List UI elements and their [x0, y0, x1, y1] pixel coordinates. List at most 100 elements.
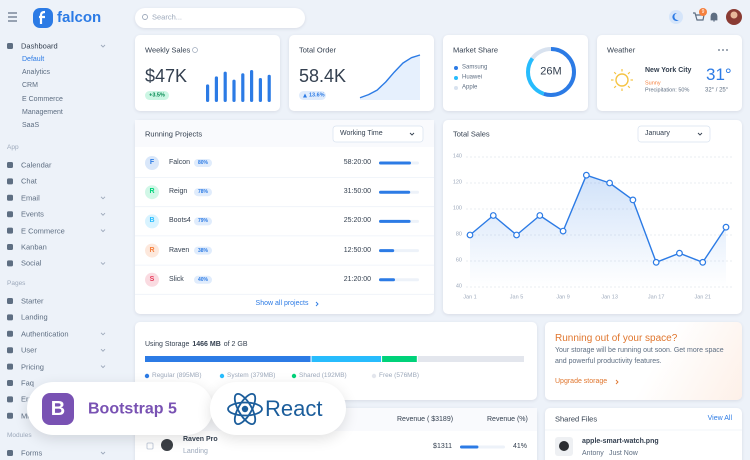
- file-name: apple-smart-watch.png: [582, 437, 659, 445]
- storage-text: Using Storage: [145, 340, 190, 348]
- progress-bar: [379, 190, 411, 194]
- change-badge: [299, 91, 326, 100]
- storage-summary: Using Storage 1466 MB of 2 GB: [145, 341, 248, 349]
- x-tick-label: Jan 13: [601, 294, 618, 301]
- nav-item: User: [21, 345, 37, 355]
- nav-icon: [7, 412, 13, 419]
- user-avatar-face: [730, 11, 738, 19]
- nav-icon: [7, 244, 13, 250]
- bar: [241, 73, 245, 102]
- file-owner: Antony: [582, 449, 604, 457]
- row-checkbox: [146, 442, 154, 450]
- project-initial: R: [149, 187, 155, 195]
- nav-icon: [7, 330, 13, 337]
- show-all-link: Show all projects: [255, 299, 309, 307]
- nav-icon: [7, 260, 13, 267]
- filter-select: [332, 125, 424, 143]
- more-icon: [722, 49, 724, 51]
- nav-icon: [7, 314, 13, 321]
- file-time: Just Now: [609, 449, 638, 457]
- bar: [232, 79, 236, 102]
- line-area: [470, 175, 726, 287]
- progress-bar: [379, 249, 395, 253]
- product-revenue: $1311: [433, 442, 452, 450]
- nav-icon: [7, 227, 13, 234]
- progress-badge: [194, 188, 212, 197]
- legend-dot: [371, 373, 377, 379]
- react-nucleus: [241, 405, 249, 413]
- more-icon: [726, 49, 728, 51]
- search-icon: [142, 14, 148, 20]
- search-box[interactable]: [135, 8, 305, 28]
- storage-segment: [382, 356, 417, 362]
- bootstrap-logo: B: [42, 393, 74, 425]
- column-header: Revenue (%): [487, 415, 528, 423]
- line-point: [722, 223, 730, 231]
- legend-label: Apple: [462, 84, 478, 91]
- upgrade-link: Upgrade storage: [555, 377, 608, 385]
- filter-label: January: [645, 129, 670, 137]
- nav-item: Landing: [21, 312, 48, 322]
- nav-item: Forms: [21, 448, 43, 458]
- line-point: [489, 212, 497, 219]
- project-time: 31:50:00: [343, 187, 371, 195]
- chevron-icon: [615, 379, 619, 385]
- progress-label: 80%: [197, 160, 209, 166]
- search-placeholder: Search...: [152, 12, 183, 22]
- donut-segment: [526, 47, 576, 97]
- x-tick-label: Jan 9: [556, 294, 570, 301]
- line-point: [699, 258, 707, 266]
- sun-ray: [613, 85, 617, 89]
- x-tick-label: Jan 5: [509, 294, 524, 301]
- line-point: [676, 249, 683, 257]
- bootstrap-logo-letter: B: [50, 398, 66, 420]
- nav-item: Dashboard: [21, 41, 58, 51]
- view-all-link: View All: [707, 414, 732, 422]
- filter-label: Working Time: [340, 129, 383, 137]
- nav-icon: [7, 194, 13, 201]
- kpi-value: $47K: [145, 66, 188, 87]
- nav-subitem: SaaS: [22, 121, 40, 129]
- react-orbit: [227, 401, 263, 417]
- kpi-change: +3.5%: [149, 92, 165, 99]
- react-logo: [227, 393, 263, 425]
- nav-item: Authentication: [21, 329, 69, 339]
- running-projects-card: [135, 120, 434, 314]
- y-tick-label: 140: [452, 153, 462, 160]
- weather-range: 32° / 25°: [705, 87, 729, 94]
- storage-text: of 2 GB: [223, 340, 248, 348]
- shared-files-card: [545, 408, 742, 460]
- bar: [258, 78, 262, 102]
- react-badge: React: [210, 382, 346, 435]
- weather-temperature: 31°: [706, 64, 732, 84]
- storage-segment: [311, 356, 382, 362]
- kpi-value: 58.4K: [299, 66, 347, 87]
- chevron-icon: [100, 262, 106, 266]
- card-title: Weekly Sales: [145, 45, 191, 55]
- storage-text: 1466 MB: [192, 340, 221, 348]
- share-label: 41%: [512, 442, 527, 450]
- nav-subitem: Analytics: [22, 68, 51, 76]
- sun-ray: [613, 71, 617, 75]
- cart-badge: [699, 8, 707, 16]
- bootstrap-badge: B Bootstrap 5: [27, 382, 213, 435]
- legend-label: Samsung: [462, 64, 488, 71]
- weather-card: [597, 35, 742, 111]
- nav-item: Calendar: [21, 160, 52, 170]
- react-orbit: [233, 393, 257, 425]
- x-tick-label: Jan 17: [647, 294, 665, 301]
- x-tick-label: Jan 1: [463, 294, 477, 301]
- react-label: React: [265, 395, 323, 421]
- nav-item: Events: [21, 209, 44, 219]
- x-tick-label: Jan 21: [694, 294, 711, 301]
- project-avatar: [145, 272, 159, 287]
- bar: [214, 76, 218, 102]
- progress-badge: [194, 217, 212, 226]
- legend-dot: [454, 86, 458, 90]
- card-title: Total Sales: [453, 129, 490, 139]
- nav-icon: [7, 450, 13, 456]
- kpi-change: 13.6%: [309, 92, 325, 99]
- progress-badge: [194, 246, 212, 255]
- nav-item: Email: [21, 193, 40, 203]
- progress-bar: [379, 161, 411, 165]
